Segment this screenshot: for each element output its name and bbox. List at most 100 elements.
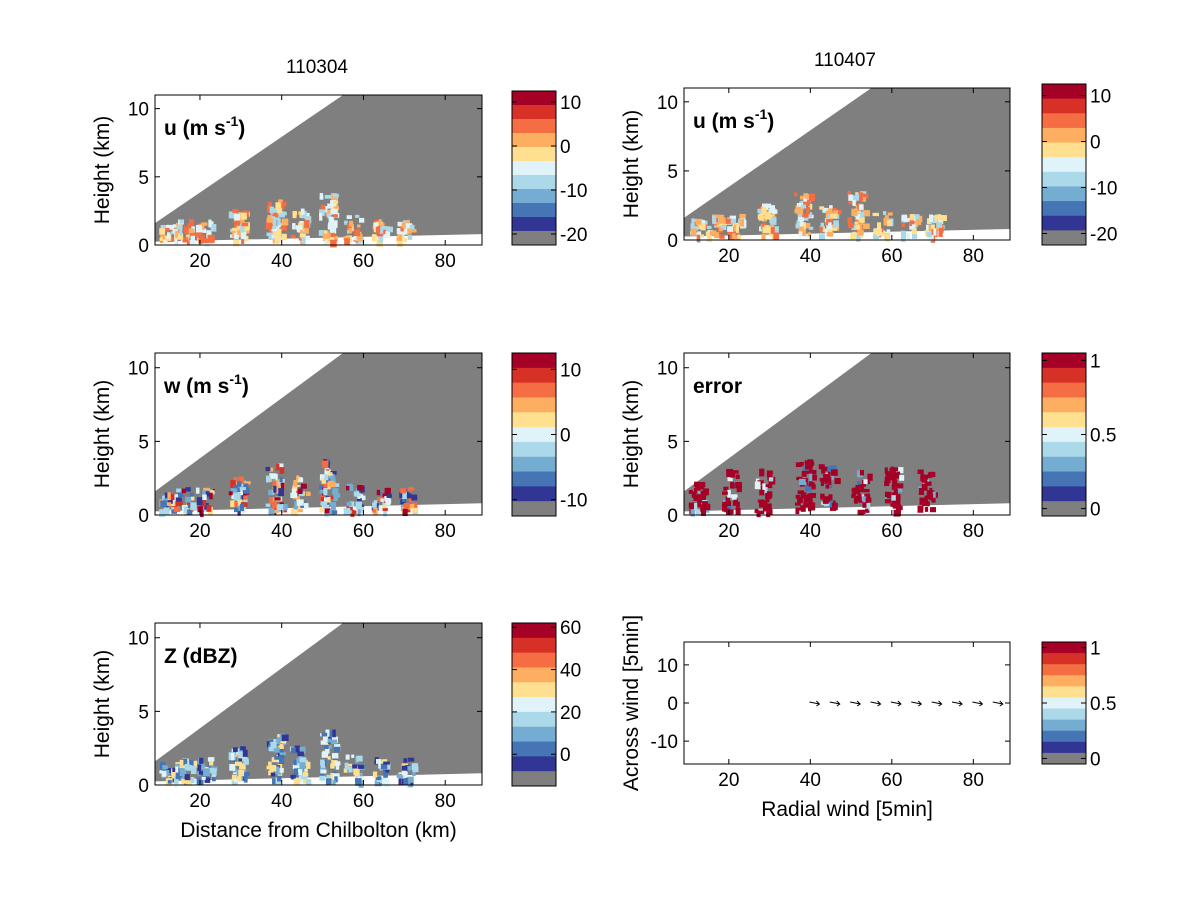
data-cell <box>175 230 180 239</box>
data-cell <box>799 195 805 200</box>
colorbar-tick-label: 0 <box>560 137 571 158</box>
data-cell <box>735 225 739 233</box>
data-cell <box>834 209 842 215</box>
data-cell <box>830 213 838 219</box>
data-cell <box>924 481 932 486</box>
data-cell <box>397 234 403 242</box>
data-cell <box>182 237 188 243</box>
data-cell <box>319 209 325 216</box>
x-tick-label: 60 <box>881 521 902 542</box>
data-cell <box>232 208 239 214</box>
data-cell <box>890 472 897 481</box>
colorbar-swatch <box>512 711 556 728</box>
data-cell <box>173 776 179 784</box>
y-tick-label: 5 <box>138 432 149 453</box>
data-cell <box>769 509 773 516</box>
data-cell <box>691 228 697 236</box>
data-cell <box>396 774 404 779</box>
data-cell <box>349 501 355 507</box>
data-cell <box>206 767 214 773</box>
data-cell <box>399 226 406 234</box>
colorbar-tick-label: 0 <box>560 426 571 447</box>
data-cell <box>901 223 906 228</box>
panel-annotation-sup: -1 <box>755 106 768 122</box>
data-cell <box>330 477 336 482</box>
data-cell <box>300 208 305 215</box>
data-cell <box>173 506 181 513</box>
data-cell <box>808 193 816 202</box>
data-cell <box>926 490 933 498</box>
wind-arrow <box>911 700 923 707</box>
panel-annotation-close: ) <box>767 110 774 133</box>
data-cell <box>756 510 761 518</box>
data-cell <box>271 501 277 509</box>
data-cell <box>277 748 284 754</box>
colorbar-swatch <box>512 161 556 176</box>
data-cell <box>329 237 335 243</box>
data-cell <box>185 496 192 503</box>
data-cell <box>187 509 193 515</box>
data-cell <box>373 222 379 227</box>
wind-arrow <box>890 700 902 707</box>
colorbar-swatch <box>1042 84 1086 100</box>
data-cell <box>184 763 190 771</box>
colorbar-swatch <box>1042 98 1086 114</box>
data-cell <box>821 466 828 471</box>
data-cell <box>238 476 245 484</box>
data-cell <box>346 485 350 491</box>
data-cell <box>343 236 350 241</box>
data-cell <box>877 222 882 230</box>
wind-arrow-head <box>917 700 923 707</box>
colorbar-swatch <box>512 353 556 369</box>
data-cell <box>863 488 870 493</box>
data-cell <box>303 503 309 509</box>
colorbar-tick-label: 0 <box>560 745 571 766</box>
data-cell <box>798 210 803 215</box>
data-cell <box>278 211 286 218</box>
data-cell <box>688 502 695 509</box>
data-cell <box>828 476 832 485</box>
data-cell <box>726 509 734 515</box>
data-cell <box>765 503 772 510</box>
data-cell <box>397 239 403 247</box>
data-cell <box>182 488 186 494</box>
data-cell <box>327 745 333 749</box>
data-cell <box>197 506 203 512</box>
data-cell <box>884 496 889 502</box>
data-cell <box>328 216 334 224</box>
data-cell <box>856 498 862 502</box>
data-cell <box>272 480 277 487</box>
data-cell <box>697 502 704 508</box>
data-cell <box>722 501 727 508</box>
y-tick-label: 10 <box>657 93 678 114</box>
data-cell <box>237 487 241 493</box>
data-cell <box>408 495 413 503</box>
x-tick-label: 20 <box>718 246 739 267</box>
data-cell <box>357 506 364 514</box>
y-axis-label: Height (km) <box>620 110 643 219</box>
data-cell <box>357 509 361 517</box>
data-cell <box>828 222 832 230</box>
colorbar-swatch <box>512 637 556 654</box>
data-cell <box>827 208 833 215</box>
data-cell <box>290 508 298 516</box>
data-cell <box>758 499 765 508</box>
data-cell <box>823 207 831 212</box>
x-tick-label: 60 <box>881 770 902 791</box>
data-cell <box>236 221 241 226</box>
data-cell <box>191 766 197 775</box>
data-cell <box>825 484 830 489</box>
data-cell <box>912 231 917 237</box>
colorbar-swatch <box>512 133 556 148</box>
colorbar-tick-label: 40 <box>560 661 581 682</box>
data-cell <box>810 474 817 481</box>
data-cell <box>270 772 276 777</box>
data-cell <box>199 228 207 233</box>
data-cell <box>698 224 703 230</box>
data-cell <box>735 482 742 489</box>
x-axis-label: Distance from Chilbolton (km) <box>180 819 457 842</box>
data-cell <box>230 500 235 508</box>
data-cell <box>243 481 251 485</box>
axes-frame <box>683 87 1011 241</box>
